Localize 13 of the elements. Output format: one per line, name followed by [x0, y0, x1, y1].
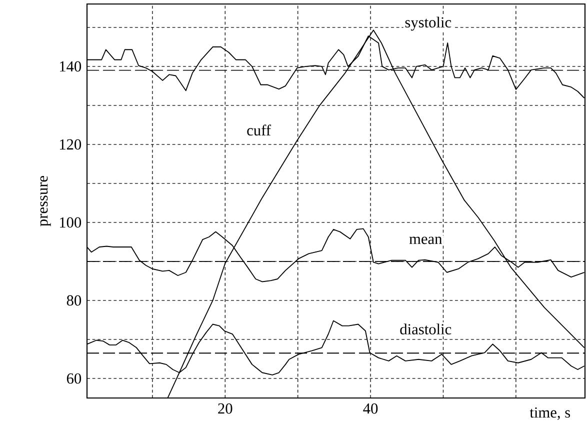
series-label: mean	[409, 236, 442, 244]
y-tick-label: 140	[60, 61, 82, 72]
series-label: diastolic	[400, 324, 452, 334]
x-tick-label: 20	[218, 403, 232, 414]
y-tick-label: 60	[66, 373, 82, 384]
series-label: systolic	[405, 16, 452, 31]
series-label: cuff	[247, 124, 272, 136]
x-axis-title: time, s	[530, 407, 570, 420]
y-tick-label: 80	[66, 295, 82, 306]
y-axis-title: pressure	[40, 176, 51, 226]
y-tick-label: 120	[60, 139, 82, 150]
x-tick-label: 40	[363, 403, 378, 414]
y-tick-label: 100	[60, 217, 82, 228]
